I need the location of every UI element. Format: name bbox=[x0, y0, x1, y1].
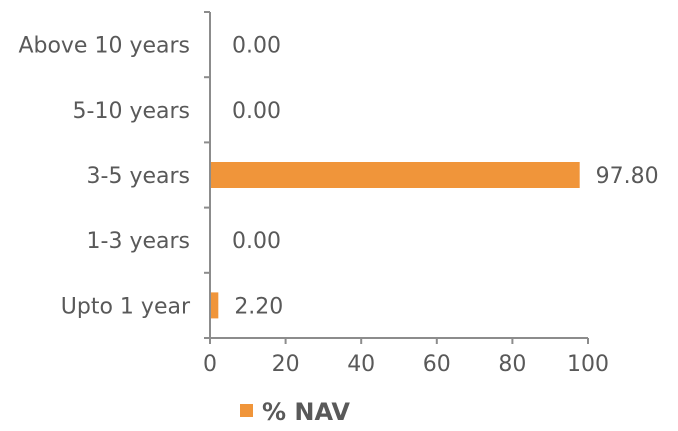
data-label: 0.00 bbox=[232, 229, 281, 254]
x-tick-label: 80 bbox=[498, 352, 526, 377]
legend-swatch bbox=[240, 404, 253, 417]
category-labels-layer: Above 10 years 5-10 years 3-5 years 1-3 yea… bbox=[18, 34, 191, 320]
data-label: 0.00 bbox=[232, 34, 281, 59]
category-label: 1-3 years bbox=[87, 229, 190, 254]
category-label: 3-5 years bbox=[87, 164, 190, 189]
data-label: 0.00 bbox=[232, 99, 281, 124]
axes-layer: 0 20 40 60 80 100 bbox=[203, 11, 609, 377]
category-label: Above 10 years bbox=[18, 34, 190, 59]
category-label: 5-10 years bbox=[73, 99, 190, 124]
bar bbox=[210, 292, 219, 319]
x-tick-label: 100 bbox=[567, 352, 609, 377]
category-label: Upto 1 year bbox=[61, 294, 191, 319]
x-tick-label: 0 bbox=[203, 352, 217, 377]
data-label: 97.80 bbox=[596, 164, 659, 189]
bar bbox=[210, 162, 580, 188]
legend-label: % NAV bbox=[262, 398, 350, 426]
x-tick-label: 40 bbox=[347, 352, 375, 377]
data-labels-layer: 0.00 0.00 97.80 0.00 2.20 bbox=[232, 34, 659, 320]
x-tick-label: 60 bbox=[423, 352, 451, 377]
x-tick-label: 20 bbox=[272, 352, 300, 377]
data-label: 2.20 bbox=[234, 294, 283, 319]
bars-layer bbox=[210, 162, 580, 319]
legend: % NAV bbox=[240, 398, 350, 426]
